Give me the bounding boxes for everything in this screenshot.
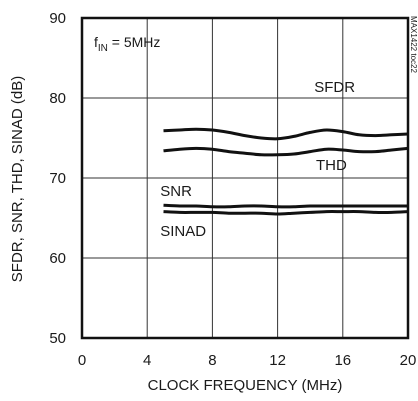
x-tick-label: 12 — [269, 352, 286, 369]
series-labels: SFDR THD SNR SINAD — [160, 79, 355, 240]
y-tick-label: 50 — [49, 330, 66, 347]
x-axis-label: CLOCK FREQUENCY (MHz) — [148, 377, 343, 394]
fin-annotation-subscript: IN — [98, 43, 108, 54]
x-tick-labels: 0 4 8 12 16 20 — [78, 352, 417, 369]
x-tick-label: 0 — [78, 352, 86, 369]
series-line-snr — [163, 203, 408, 209]
y-tick-label: 70 — [49, 170, 66, 187]
series-line-sfdr — [163, 127, 409, 141]
plot-frame — [80, 16, 410, 340]
fin-annotation: fIN = 5MHz — [94, 34, 160, 54]
x-tick-label: 20 — [400, 352, 417, 369]
y-tick-label: 60 — [49, 250, 66, 267]
watermark: MAX1422 toc22 — [409, 16, 418, 73]
series-label-sinad: SINAD — [160, 223, 206, 240]
x-tick-label: 16 — [334, 352, 351, 369]
series-layer — [163, 127, 409, 216]
series-line-thd — [163, 146, 409, 157]
y-axis-label: SFDR, SNR, THD, SINAD (dB) — [9, 76, 26, 282]
series-line-sinad — [163, 210, 409, 216]
x-tick-label: 8 — [208, 352, 216, 369]
series-label-snr: SNR — [160, 183, 192, 200]
grid-lines — [82, 18, 408, 338]
y-tick-labels: 50 60 70 80 90 — [49, 10, 66, 347]
series-label-thd: THD — [316, 157, 347, 174]
y-tick-label: 90 — [49, 10, 66, 27]
x-tick-label: 4 — [143, 352, 151, 369]
y-tick-label: 80 — [49, 90, 66, 107]
series-label-sfdr: SFDR — [314, 79, 355, 96]
fin-annotation-value: = 5MHz — [108, 34, 161, 50]
fin-annotation-f: f — [94, 34, 98, 50]
